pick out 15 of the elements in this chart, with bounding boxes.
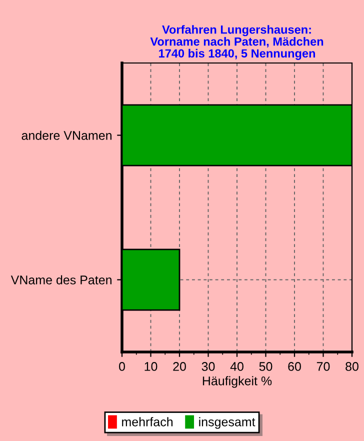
x-tick-label: 70 [316,362,330,371]
y-tick-label: VName des Paten [10,275,112,284]
y-tick-label: andere VNamen [22,130,112,140]
chart-title: Vorfahren Lungershausen: Vorname nach Paten, Mädchen 1740 bis 1840, 5 Nennungen [150,25,324,60]
x-tick-label: 40 [230,362,244,371]
x-tick-label: 0 [119,362,125,371]
legend-label: mehrfach [122,417,173,426]
x-axis-title: Häufigkeit % [202,376,272,388]
legend-label: insgesamt [199,417,256,429]
x-tick-label: 30 [202,362,215,371]
x-tick-label: 10 [144,362,158,371]
x-tick-label: 20 [173,362,186,371]
x-tick-label: 60 [288,362,301,371]
x-tick-label: 80 [346,362,358,371]
x-tick-label: 50 [259,362,272,371]
